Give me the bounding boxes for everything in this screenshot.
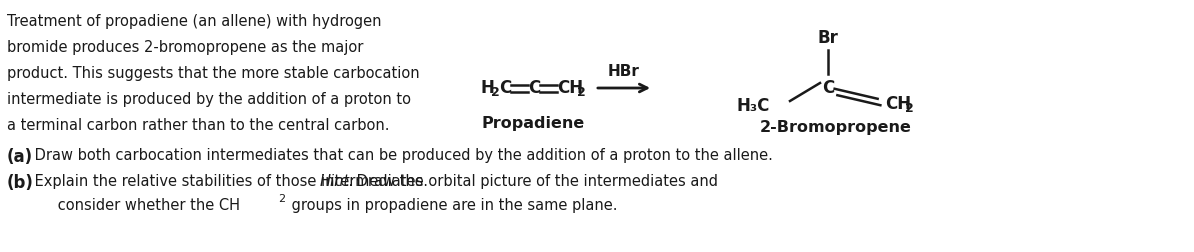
Text: H₃C: H₃C bbox=[737, 97, 770, 115]
Text: 2: 2 bbox=[577, 85, 586, 99]
Text: 2-Bromopropene: 2-Bromopropene bbox=[761, 120, 912, 135]
Text: C: C bbox=[821, 79, 835, 97]
Text: bromide produces 2-bromopropene as the major: bromide produces 2-bromopropene as the m… bbox=[7, 40, 363, 55]
Text: HBr: HBr bbox=[608, 65, 640, 79]
Text: CH: CH bbox=[556, 79, 583, 97]
Text: 2: 2 bbox=[278, 194, 285, 204]
Text: Hint:: Hint: bbox=[320, 174, 355, 189]
Text: Draw both carbocation intermediates that can be produced by the addition of a pr: Draw both carbocation intermediates that… bbox=[30, 148, 773, 163]
Text: groups in propadiene are in the same plane.: groups in propadiene are in the same pla… bbox=[287, 198, 617, 213]
Text: Propadiene: Propadiene bbox=[481, 116, 585, 131]
Text: C: C bbox=[499, 79, 511, 97]
Text: Treatment of propadiene (an allene) with hydrogen: Treatment of propadiene (an allene) with… bbox=[7, 14, 382, 29]
Text: H: H bbox=[480, 79, 494, 97]
Text: C: C bbox=[528, 79, 540, 97]
Text: Explain the relative stabilities of those intermediates.: Explain the relative stabilities of thos… bbox=[30, 174, 432, 189]
Text: intermediate is produced by the addition of a proton to: intermediate is produced by the addition… bbox=[7, 92, 411, 107]
Text: a terminal carbon rather than to the central carbon.: a terminal carbon rather than to the cen… bbox=[7, 118, 389, 133]
Text: Draw the orbital picture of the intermediates and: Draw the orbital picture of the intermed… bbox=[352, 174, 718, 189]
Text: 2: 2 bbox=[491, 85, 500, 99]
Text: (b): (b) bbox=[7, 174, 33, 192]
Text: consider whether the CH: consider whether the CH bbox=[30, 198, 240, 213]
Text: 2: 2 bbox=[905, 103, 913, 115]
Text: CH: CH bbox=[885, 95, 911, 113]
Text: (a): (a) bbox=[7, 148, 33, 166]
Text: Br: Br bbox=[818, 29, 838, 47]
Text: product. This suggests that the more stable carbocation: product. This suggests that the more sta… bbox=[7, 66, 419, 81]
